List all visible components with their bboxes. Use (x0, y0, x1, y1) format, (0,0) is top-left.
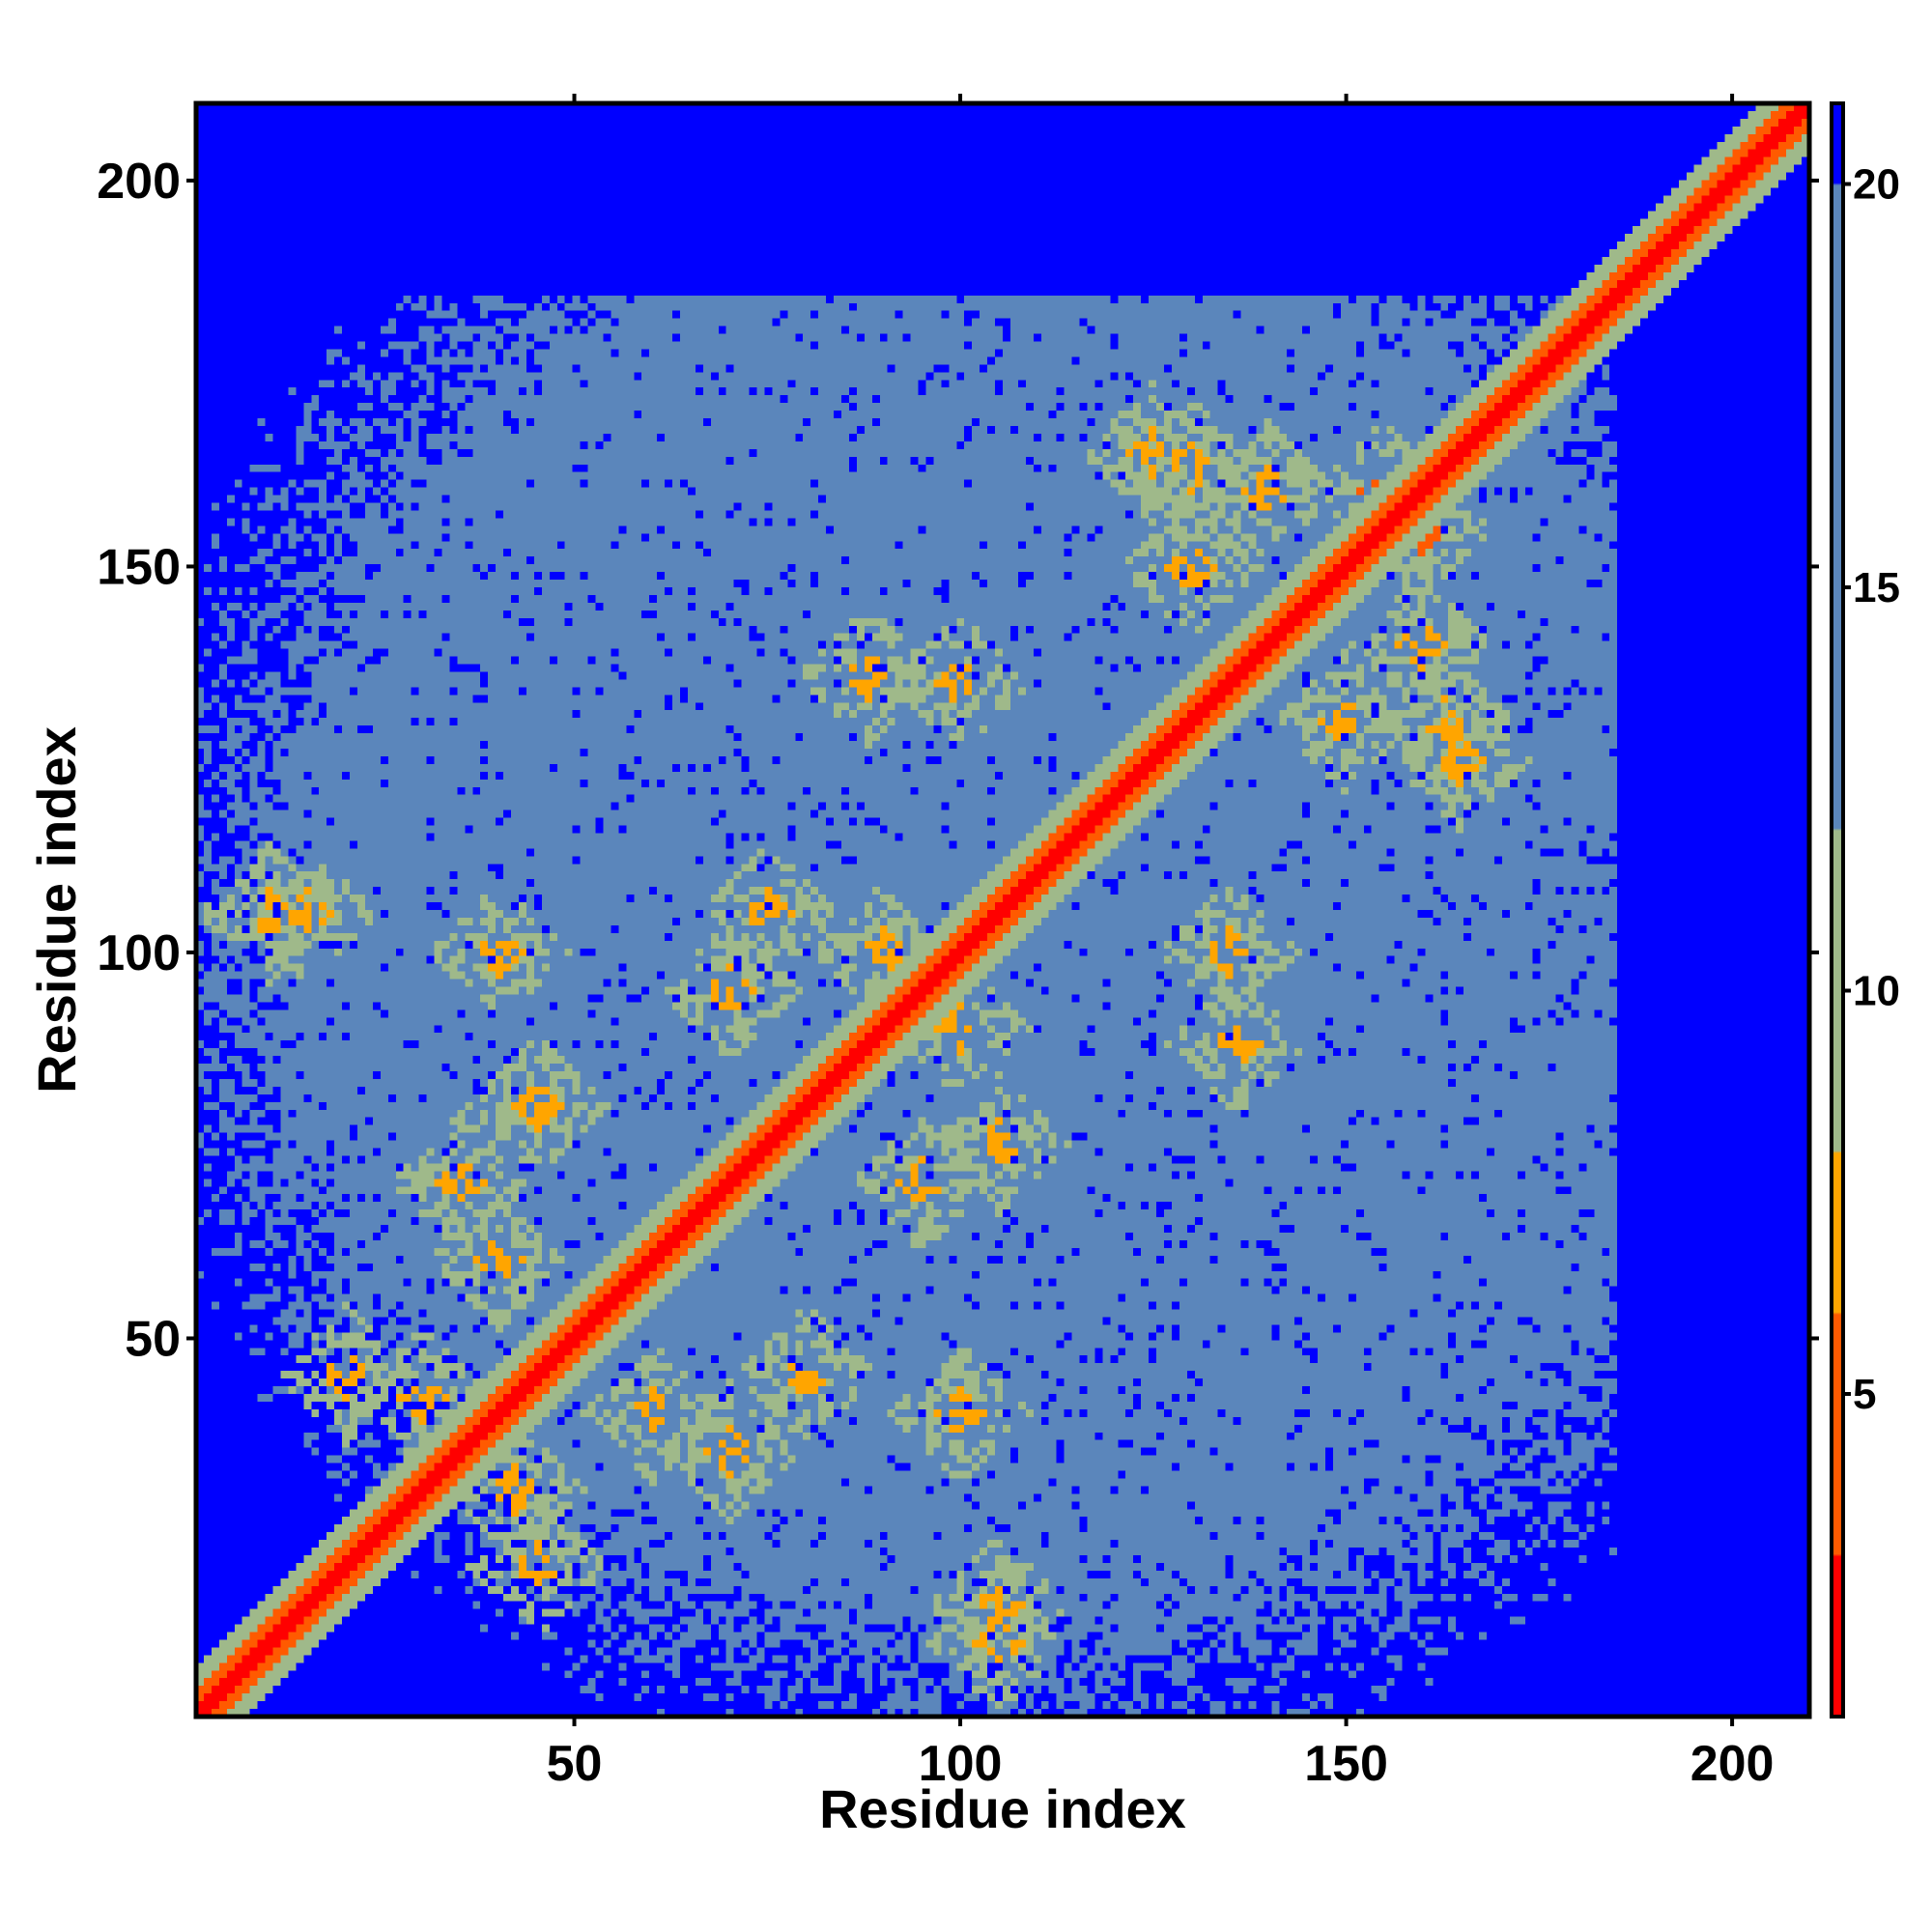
y-axis-title: Residue index (26, 726, 87, 1094)
colorbar-frame (1830, 101, 1845, 1719)
y-tick-label: 150 (97, 539, 181, 595)
plot-frame (193, 100, 1812, 1719)
y-tick-label: 200 (97, 154, 181, 210)
colorbar-ticks: 5 10 15 20 (1843, 161, 1900, 1418)
y-axis-ticks: 50 100 150 200 (97, 154, 1819, 1367)
colorbar-tick-label: 10 (1853, 968, 1900, 1015)
colorbar-tick-label: 5 (1853, 1371, 1876, 1418)
x-tick-label: 150 (1304, 1736, 1388, 1792)
colorbar (1832, 103, 1843, 1717)
heatmap-plot-area (196, 103, 1809, 1717)
x-tick-label: 100 (919, 1736, 1003, 1792)
colorbar-tick-label: 15 (1853, 564, 1900, 611)
x-axis-ticks: 50 100 150 200 (547, 94, 1775, 1792)
y-tick-label: 100 (97, 925, 181, 981)
x-tick-label: 50 (547, 1736, 603, 1792)
x-tick-label: 200 (1690, 1736, 1775, 1792)
colorbar-tick-label: 20 (1853, 161, 1900, 209)
x-axis-title: Residue index (819, 1778, 1186, 1839)
y-tick-label: 50 (125, 1311, 181, 1367)
